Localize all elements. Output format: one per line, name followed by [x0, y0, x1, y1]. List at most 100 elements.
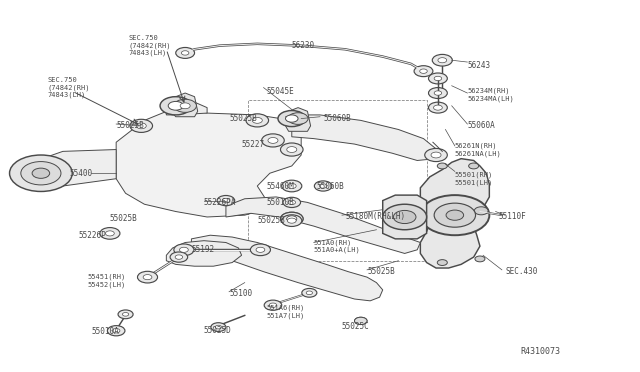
Circle shape	[282, 215, 302, 227]
Polygon shape	[285, 108, 310, 131]
Text: 55226P: 55226P	[79, 231, 106, 240]
Circle shape	[434, 203, 476, 227]
Circle shape	[280, 143, 303, 156]
Text: 55025D: 55025D	[204, 326, 232, 334]
Text: 55010B: 55010B	[267, 198, 294, 207]
Circle shape	[287, 147, 297, 153]
Circle shape	[287, 216, 297, 222]
Circle shape	[446, 210, 463, 220]
Circle shape	[106, 231, 115, 236]
Circle shape	[468, 163, 479, 169]
Circle shape	[262, 134, 284, 147]
Circle shape	[181, 51, 189, 55]
Text: 55025C: 55025C	[342, 322, 370, 331]
Circle shape	[434, 91, 442, 95]
Circle shape	[143, 275, 152, 280]
Circle shape	[438, 58, 447, 63]
Circle shape	[429, 73, 447, 84]
Circle shape	[287, 183, 296, 189]
Text: 55045E: 55045E	[267, 87, 294, 96]
Circle shape	[108, 326, 125, 336]
Circle shape	[246, 114, 269, 127]
Text: 551A0(RH)
551A0+A(LH): 551A0(RH) 551A0+A(LH)	[314, 239, 360, 253]
Polygon shape	[31, 150, 116, 188]
Circle shape	[10, 155, 72, 192]
Text: 55025B: 55025B	[367, 267, 395, 276]
Circle shape	[217, 195, 235, 206]
Circle shape	[222, 198, 230, 203]
Text: R4310073: R4310073	[521, 347, 561, 356]
Polygon shape	[292, 115, 439, 160]
Circle shape	[113, 328, 120, 333]
Circle shape	[282, 180, 302, 192]
Circle shape	[431, 152, 441, 158]
Circle shape	[355, 317, 367, 324]
Text: 55100: 55100	[229, 289, 252, 298]
Circle shape	[425, 148, 447, 161]
Text: 55110F: 55110F	[499, 212, 527, 221]
Circle shape	[269, 303, 276, 307]
Circle shape	[437, 260, 447, 266]
Circle shape	[180, 103, 190, 109]
Text: 55180M(RH&LH): 55180M(RH&LH)	[345, 212, 405, 221]
Polygon shape	[173, 93, 198, 117]
Text: 55227: 55227	[242, 140, 265, 148]
Circle shape	[432, 54, 452, 66]
Text: 55451(RH)
55452(LH): 55451(RH) 55452(LH)	[88, 274, 126, 288]
Circle shape	[355, 317, 367, 324]
Circle shape	[32, 168, 50, 178]
Circle shape	[264, 300, 282, 310]
Circle shape	[474, 207, 488, 215]
Text: 55226PA: 55226PA	[204, 198, 236, 207]
Circle shape	[433, 105, 442, 110]
Circle shape	[122, 312, 129, 316]
Circle shape	[100, 228, 120, 239]
Text: SEC.750
(74842(RH)
74843(LH): SEC.750 (74842(RH) 74843(LH)	[129, 35, 172, 56]
Circle shape	[136, 123, 147, 129]
Circle shape	[319, 184, 327, 188]
Circle shape	[211, 323, 226, 331]
Circle shape	[394, 211, 416, 224]
Circle shape	[288, 113, 308, 124]
Circle shape	[174, 99, 196, 112]
Text: 55192: 55192	[191, 245, 214, 254]
Circle shape	[420, 69, 428, 73]
Text: 56234M(RH)
56234MA(LH): 56234M(RH) 56234MA(LH)	[467, 88, 514, 102]
Circle shape	[280, 212, 303, 225]
Text: 56261N(RH)
56261NA(LH): 56261N(RH) 56261NA(LH)	[455, 142, 502, 157]
Polygon shape	[226, 197, 420, 253]
Circle shape	[420, 195, 490, 235]
Circle shape	[118, 310, 133, 319]
Text: 55025B: 55025B	[257, 216, 285, 225]
Circle shape	[179, 247, 188, 252]
Circle shape	[302, 288, 317, 297]
Circle shape	[434, 76, 442, 81]
Circle shape	[287, 218, 296, 223]
Text: SEC.750
(74842(RH)
74843(LH): SEC.750 (74842(RH) 74843(LH)	[47, 77, 90, 98]
Circle shape	[268, 138, 278, 143]
Polygon shape	[191, 235, 383, 301]
Text: 55060A: 55060A	[467, 121, 495, 130]
Text: 55460M: 55460M	[267, 182, 294, 190]
Polygon shape	[420, 159, 490, 268]
Circle shape	[287, 216, 297, 222]
Text: SEC.430: SEC.430	[505, 267, 538, 276]
Circle shape	[429, 102, 447, 113]
Circle shape	[256, 247, 265, 252]
Circle shape	[429, 87, 447, 99]
Polygon shape	[166, 97, 207, 115]
Polygon shape	[383, 195, 427, 239]
Circle shape	[138, 271, 157, 283]
Circle shape	[278, 110, 305, 126]
Polygon shape	[116, 108, 301, 217]
Text: 55025B: 55025B	[110, 214, 138, 223]
Circle shape	[283, 197, 301, 208]
Circle shape	[285, 115, 298, 122]
Circle shape	[176, 48, 195, 58]
Circle shape	[130, 119, 152, 132]
Circle shape	[475, 256, 485, 262]
Circle shape	[314, 181, 332, 191]
Circle shape	[414, 66, 433, 77]
Text: 55060B: 55060B	[317, 182, 344, 190]
Circle shape	[280, 212, 303, 225]
